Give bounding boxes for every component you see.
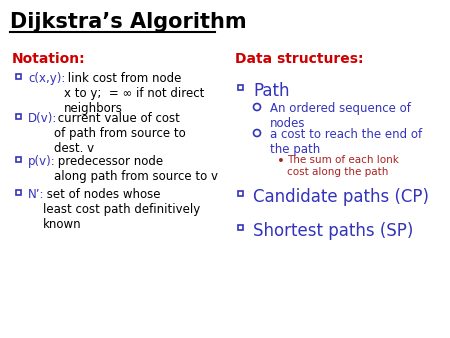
Text: The sum of each lonk
cost along the path: The sum of each lonk cost along the path <box>287 155 399 176</box>
Text: Shortest paths (SP): Shortest paths (SP) <box>253 222 414 240</box>
Circle shape <box>253 129 261 137</box>
Text: Data structures:: Data structures: <box>235 52 364 66</box>
Text: Path: Path <box>253 82 289 100</box>
Text: link cost from node
x to y;  = ∞ if not direct
neighbors: link cost from node x to y; = ∞ if not d… <box>64 72 204 115</box>
Text: An ordered sequence of
nodes: An ordered sequence of nodes <box>270 102 411 130</box>
Text: p(v):: p(v): <box>28 155 56 168</box>
Bar <box>15 73 21 78</box>
Bar <box>238 224 243 230</box>
Text: Dijkstra’s Algorithm: Dijkstra’s Algorithm <box>10 12 247 32</box>
Text: •: • <box>277 155 285 168</box>
Bar <box>15 156 21 162</box>
Bar <box>238 191 243 195</box>
Text: set of nodes whose
least cost path definitively
known: set of nodes whose least cost path defin… <box>43 188 201 231</box>
Text: a cost to reach the end of
the path: a cost to reach the end of the path <box>270 128 422 156</box>
Text: current value of cost
of path from source to
dest. v: current value of cost of path from sourc… <box>54 112 185 155</box>
Text: D(v):: D(v): <box>28 112 58 125</box>
Circle shape <box>253 103 261 111</box>
Text: Notation:: Notation: <box>12 52 86 66</box>
Text: c(x,y):: c(x,y): <box>28 72 65 85</box>
Bar <box>15 190 21 194</box>
Bar <box>15 114 21 119</box>
Text: predecessor node
along path from source to v: predecessor node along path from source … <box>54 155 217 183</box>
Text: Candidate paths (CP): Candidate paths (CP) <box>253 188 429 206</box>
Text: N’:: N’: <box>28 188 45 201</box>
Bar <box>238 84 243 90</box>
